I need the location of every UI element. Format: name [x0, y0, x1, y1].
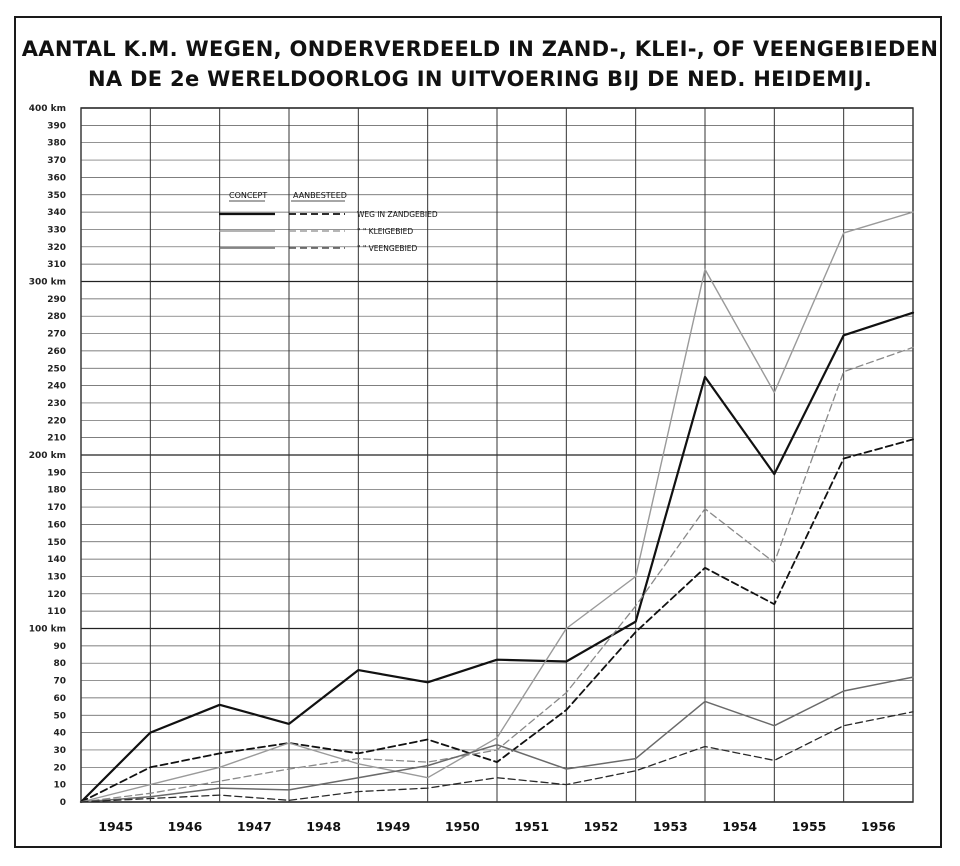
y-tick-label: 280	[47, 312, 66, 322]
y-tick-label: 70	[53, 677, 66, 687]
y-tick-label: 50	[53, 711, 66, 721]
y-tick-label: 380	[47, 139, 66, 149]
x-tick-label: 1955	[792, 819, 827, 834]
x-tick-label: 1946	[168, 819, 203, 834]
y-tick-label: 350	[47, 191, 66, 201]
legend-label-0: WEG IN ZANDGEBIED	[357, 210, 438, 219]
title-line-2: NA DE 2e WERELDOORLOG IN UITVOERING BIJ …	[88, 67, 872, 91]
y-tick-label: 120	[47, 590, 66, 600]
y-tick-label: 180	[47, 486, 66, 496]
x-tick-label: 1947	[237, 819, 272, 834]
y-tick-label: 250	[47, 364, 66, 374]
y-tick-label: 170	[47, 503, 66, 513]
y-tick-label: 10	[53, 781, 66, 791]
y-tick-label: 30	[53, 746, 66, 756]
y-tick-label: 150	[47, 538, 66, 548]
y-tick-label: 370	[47, 156, 66, 166]
y-tick-label: 330	[47, 225, 66, 235]
y-tick-label: 270	[47, 330, 66, 340]
series-line-0	[79, 311, 915, 804]
x-tick-label: 1950	[445, 819, 480, 834]
y-tick-label: 220	[47, 416, 66, 426]
y-tick-label: 140	[47, 555, 66, 565]
x-tick-label: 1956	[861, 819, 896, 834]
y-tick-label: 190	[47, 468, 66, 478]
y-tick-label: 60	[53, 694, 66, 704]
legend-label-2: " " VEENGEBIED	[357, 244, 418, 253]
x-tick-label: 1949	[376, 819, 411, 834]
y-tick-label: 80	[53, 659, 66, 669]
legend-label-1: " " KLEIGEBIED	[357, 227, 413, 236]
series-line-4	[80, 676, 914, 803]
y-tick-label: 400 km	[29, 104, 66, 114]
series-line-2	[80, 211, 914, 803]
x-tick-label: 1953	[653, 819, 688, 834]
series-line-5	[80, 711, 914, 803]
y-tick-label: 0	[60, 798, 66, 808]
y-tick-label: 360	[47, 173, 66, 183]
y-tick-label: 110	[47, 607, 66, 617]
y-tick-label: 160	[47, 520, 66, 530]
y-tick-label: 200 km	[29, 451, 66, 461]
y-tick-label: 390	[47, 121, 66, 131]
y-tick-label: 90	[53, 642, 66, 652]
x-tick-label: 1954	[722, 819, 757, 834]
title-line-1: AANTAL K.M. WEGEN, ONDERVERDEELD IN ZAND…	[21, 37, 939, 61]
y-tick-label: 260	[47, 347, 66, 357]
legend-header-concept: CONCEPT	[229, 191, 267, 200]
y-tick-label: 100 km	[29, 625, 66, 635]
x-tick-label: 1951	[514, 819, 549, 834]
legend-header-aanbesteed: AANBESTEED	[293, 191, 347, 200]
y-tick-label: 310	[47, 260, 66, 270]
x-tick-label: 1952	[584, 819, 619, 834]
y-tick-label: 320	[47, 243, 66, 253]
chart-title: AANTAL K.M. WEGEN, ONDERVERDEELD IN ZAND…	[0, 34, 960, 94]
y-tick-label: 240	[47, 382, 66, 392]
y-tick-label: 210	[47, 434, 66, 444]
y-tick-label: 40	[53, 729, 66, 739]
series-line-1	[80, 438, 914, 803]
y-tick-label: 230	[47, 399, 66, 409]
y-tick-label: 290	[47, 295, 66, 305]
y-tick-label: 20	[53, 763, 66, 773]
chart-frame	[14, 16, 942, 848]
x-tick-label: 1948	[306, 819, 341, 834]
series-line-3	[80, 346, 914, 803]
x-tick-label: 1945	[98, 819, 133, 834]
y-tick-label: 300 km	[29, 278, 66, 288]
y-tick-label: 130	[47, 572, 66, 582]
y-tick-label: 340	[47, 208, 66, 218]
